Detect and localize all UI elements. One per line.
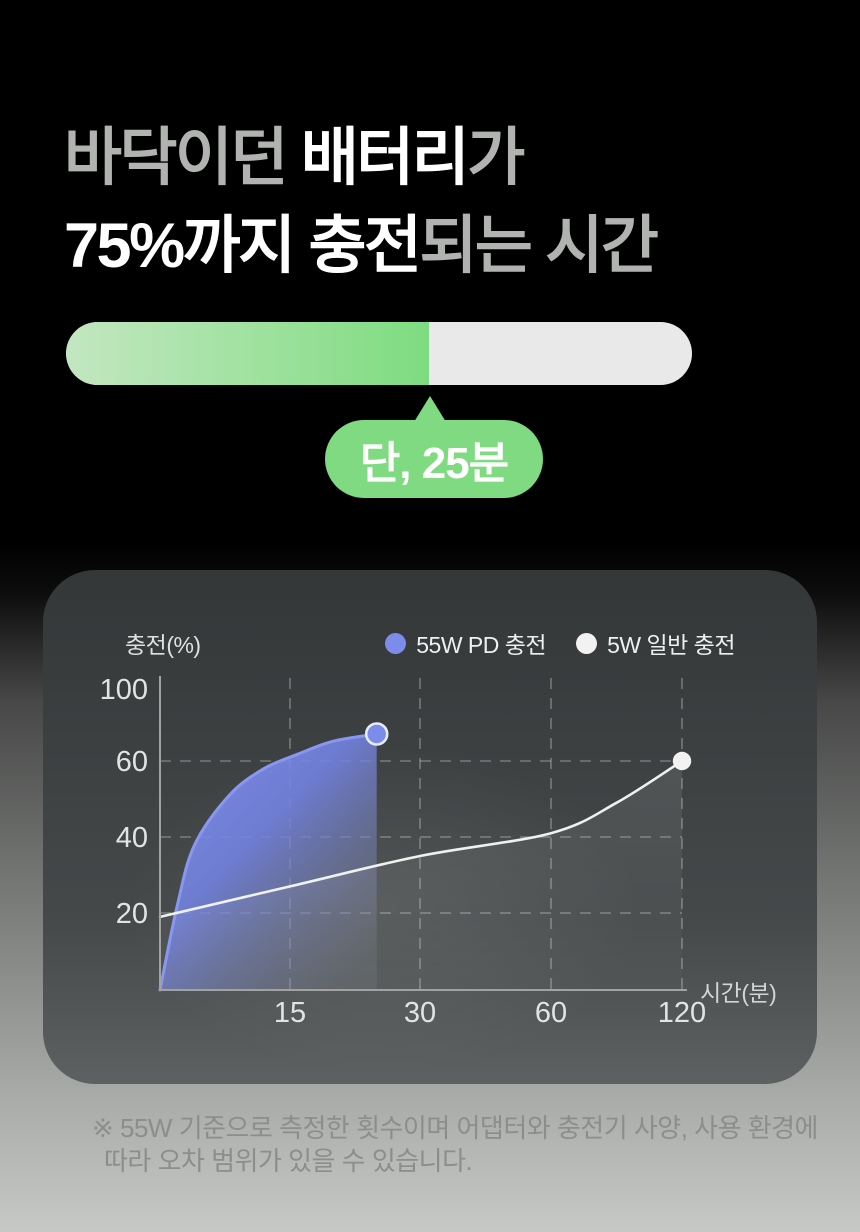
headline-segment-highlight: 배터리 [300,123,470,193]
legend-item-55w: 55W PD 충전 [385,626,547,660]
chart-header: 충전(%) 55W PD 충전 5W 일반 충전 [125,626,735,660]
time-badge-label: 단, 25분 [359,439,509,488]
time-badge: 단, 25분 [325,420,543,498]
headline-segment: 바닥이던 [64,123,301,193]
y-axis-title: 충전(%) [125,632,201,658]
svg-text:20: 20 [116,898,148,930]
progress-fill [66,322,430,385]
svg-text:시간(분): 시간(분) [700,980,776,1006]
headline: 바닥이던 배터리가 75%까지 충전되는 시간 [64,114,659,290]
svg-text:60: 60 [535,997,567,1029]
chart-card: 15 30 60 120 20 40 60 100 시간(분) 충전(%) 55W PD 충전 … [43,570,817,1084]
disclaimer-footnote: ※ 55W 기준으로 측정한 횟수이며 어댑터와 충전기 사양, 사용 환경에 … [92,1112,818,1178]
headline-segment: 가 [467,123,525,193]
headline-segment: 되는 시간 [419,211,658,281]
legend-item-5w: 5W 일반 충전 [576,626,735,660]
headline-segment-highlight: 75%까지 충전 [64,211,422,281]
headline-line1: 바닥이던 배터리가 [64,114,656,202]
legend-label: 5W 일반 충전 [607,632,735,658]
svg-text:120: 120 [658,997,706,1029]
legend-label: 55W PD 충전 [416,632,547,658]
svg-text:15: 15 [274,997,306,1029]
headline-line2: 75%까지 충전되는 시간 [64,202,659,290]
svg-text:60: 60 [116,746,148,778]
legend-dot-white-icon [576,632,598,654]
charging-time-chart: 15 30 60 120 20 40 60 100 시간(분) [100,674,777,1029]
pointer-triangle-icon [414,396,446,422]
footnote-line1: ※ 55W 기준으로 측정한 횟수이며 어댑터와 충전기 사양, 사용 환경에 [92,1113,818,1143]
svg-text:40: 40 [116,822,148,854]
charge-progress-bar [66,322,692,385]
footnote-line2: 따라 오차 범위가 있을 수 있습니다. [104,1146,473,1176]
chart-legend: 55W PD 충전 5W 일반 충전 [385,626,735,660]
svg-text:30: 30 [404,997,436,1029]
legend-dot-blue-icon [385,632,407,654]
svg-text:100: 100 [100,674,148,706]
